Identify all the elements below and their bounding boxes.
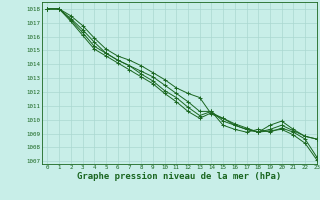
X-axis label: Graphe pression niveau de la mer (hPa): Graphe pression niveau de la mer (hPa) <box>77 172 281 181</box>
